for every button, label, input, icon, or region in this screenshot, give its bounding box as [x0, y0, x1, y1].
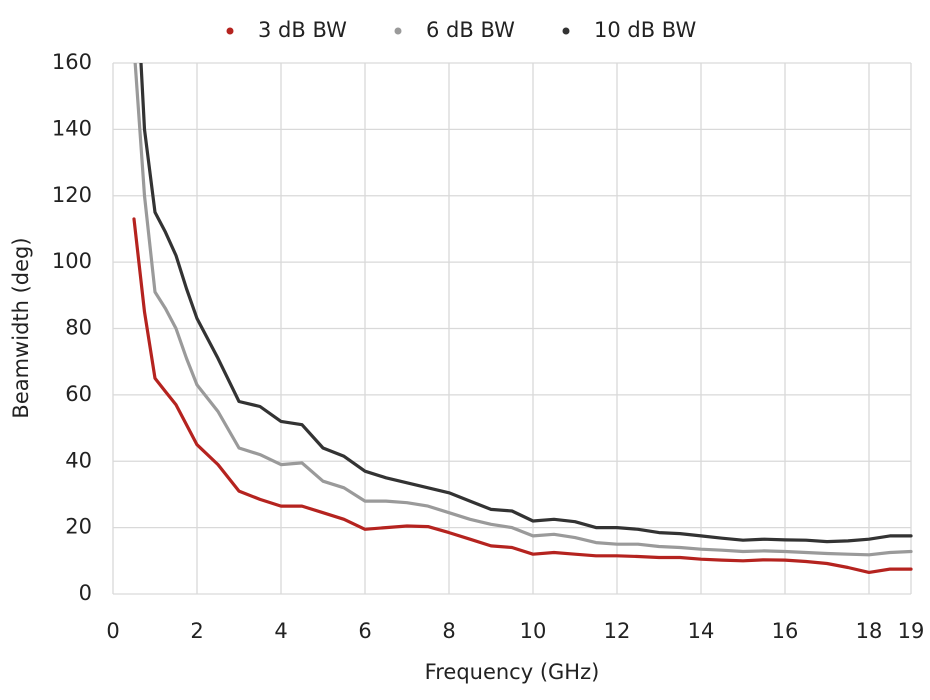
legend-marker [226, 27, 234, 35]
y-tick-label: 100 [52, 249, 92, 273]
y-tick-label: 80 [65, 316, 92, 340]
x-tick-label: 12 [604, 619, 631, 643]
x-tick-label: 19 [898, 619, 925, 643]
y-tick-label: 40 [65, 448, 92, 472]
legend-label: 6 dB BW [426, 18, 515, 42]
x-tick-label: 2 [190, 619, 203, 643]
x-tick-label: 18 [856, 619, 883, 643]
y-tick-label: 160 [52, 50, 92, 74]
y-tick-label: 0 [79, 581, 92, 605]
series-line [133, 63, 913, 557]
x-tick-label: 10 [520, 619, 547, 643]
legend-label: 10 dB BW [594, 18, 696, 42]
y-tick-label: 120 [52, 183, 92, 207]
legend-label: 3 dB BW [258, 18, 347, 42]
legend-marker [562, 27, 570, 35]
y-tick-label: 20 [65, 515, 92, 539]
plot-area [132, 63, 913, 574]
legend-marker [394, 27, 402, 35]
x-tick-label: 0 [106, 619, 119, 643]
x-tick-label: 4 [274, 619, 287, 643]
x-tick-label: 8 [442, 619, 455, 643]
y-tick-label: 60 [65, 382, 92, 406]
x-tick-label: 14 [688, 619, 715, 643]
series-line [132, 217, 913, 574]
y-axis-title: Beamwidth (deg) [9, 237, 33, 418]
x-tick-label: 6 [358, 619, 371, 643]
x-tick-label: 16 [772, 619, 799, 643]
legend: 3 dB BW 6 dB BW 10 dB BW [226, 18, 696, 42]
x-axis-title: Frequency (GHz) [425, 660, 600, 684]
y-tick-label: 140 [52, 116, 92, 140]
grid [112, 62, 912, 595]
series-line [139, 63, 913, 544]
